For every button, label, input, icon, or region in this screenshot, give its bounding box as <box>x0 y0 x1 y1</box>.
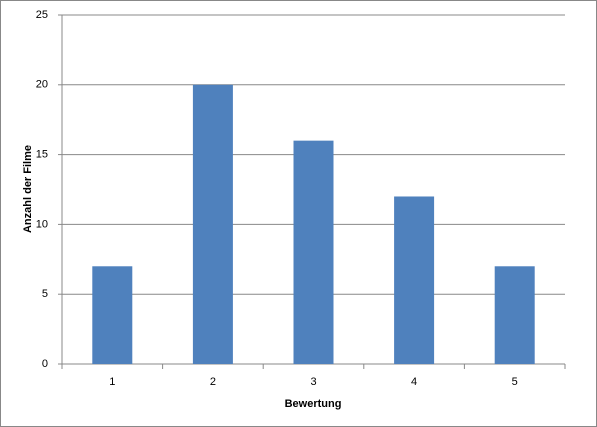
y-tick-label: 5 <box>42 288 48 300</box>
bar <box>494 266 535 364</box>
y-tick-label: 15 <box>36 149 48 161</box>
y-tick-label: 25 <box>36 9 48 21</box>
bar <box>293 140 334 364</box>
y-tick-label: 20 <box>36 79 48 91</box>
x-tick-label: 1 <box>109 376 115 388</box>
x-tick-label: 4 <box>411 376 417 388</box>
y-axis-title: Anzahl der Filme <box>22 145 34 233</box>
y-tick-label: 10 <box>36 218 48 230</box>
x-axis-title: Bewertung <box>285 398 342 410</box>
x-tick-label: 3 <box>310 376 316 388</box>
y-tick-label: 0 <box>42 358 48 370</box>
x-tick-label: 5 <box>512 376 518 388</box>
bar <box>394 196 435 364</box>
x-tick-label: 2 <box>210 376 216 388</box>
bar <box>92 266 133 364</box>
bar <box>192 84 233 365</box>
